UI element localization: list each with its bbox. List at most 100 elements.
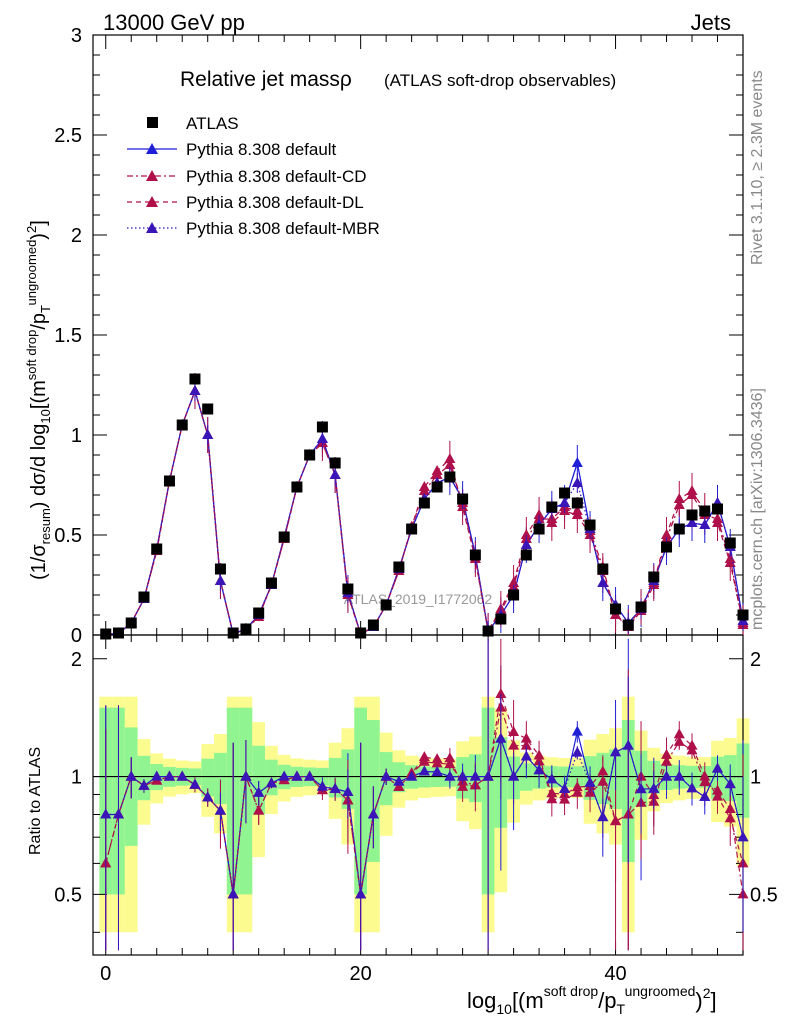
y-tick-label: 2 xyxy=(71,225,82,247)
legend-marker-mbr xyxy=(146,222,158,233)
ratio-point xyxy=(214,804,226,815)
ratio-point xyxy=(240,770,252,781)
data-point xyxy=(253,607,265,619)
data-point xyxy=(648,571,660,583)
data-point xyxy=(635,601,647,613)
ratio-point xyxy=(635,783,647,794)
ratio-point xyxy=(100,808,112,819)
ratio-point xyxy=(661,770,673,781)
data-point xyxy=(724,557,736,567)
ratio-point xyxy=(444,770,456,781)
data-point xyxy=(355,627,367,639)
data-point xyxy=(367,619,379,631)
ratio-point xyxy=(163,770,175,781)
ratio-point xyxy=(508,770,520,781)
legend-marker-cd xyxy=(146,170,158,181)
data-point xyxy=(546,501,558,513)
data-point xyxy=(533,509,545,519)
inner-band-bin xyxy=(201,758,215,797)
axis-ticks xyxy=(93,34,744,955)
data-point xyxy=(559,497,571,507)
data-point xyxy=(571,509,583,519)
data-point xyxy=(202,403,214,415)
ratio-point xyxy=(533,749,545,760)
ratio-point xyxy=(380,770,392,781)
data-point xyxy=(661,541,673,553)
y-tick-label: 1 xyxy=(71,425,82,447)
main-y-tick-labels: 0 0.5 1 1.5 2 2.5 3 xyxy=(54,25,82,647)
y-tick-label: 1.5 xyxy=(54,325,82,347)
ratio-point xyxy=(673,728,685,739)
data-point xyxy=(482,625,494,637)
data-point xyxy=(495,613,507,625)
data-point xyxy=(597,577,609,587)
ratio-y-axis-title: Ratio to ATLAS xyxy=(27,747,44,855)
data-point xyxy=(227,627,239,639)
data-point xyxy=(380,599,392,611)
data-point xyxy=(138,591,150,603)
rivet-version-label: Rivet 3.1.10, ≥ 2.3M events xyxy=(749,70,766,265)
legend-marker-default xyxy=(146,143,158,154)
data-point xyxy=(622,619,634,631)
ratio-point xyxy=(571,725,583,736)
ratio-point xyxy=(418,751,430,762)
legend-marker-atlas xyxy=(147,117,158,128)
data-point xyxy=(151,543,163,555)
ratio-point xyxy=(686,739,698,750)
ratio-point xyxy=(495,688,507,699)
ratio-point xyxy=(189,778,201,789)
inner-band-bin xyxy=(328,757,342,798)
data-point xyxy=(125,617,137,629)
ratio-point xyxy=(406,770,418,781)
data-point xyxy=(520,549,532,561)
data-point xyxy=(699,519,711,529)
data-point xyxy=(469,549,481,561)
data-point xyxy=(316,421,328,433)
ratio-point xyxy=(724,812,736,823)
legend-label-atlas: ATLAS xyxy=(186,114,239,133)
ratio-y-tick-label-right: 1 xyxy=(750,767,761,789)
ratio-point xyxy=(393,775,405,786)
ratio-point xyxy=(112,808,124,819)
data-point xyxy=(699,505,711,517)
x-tick-label: 0 xyxy=(100,963,111,985)
mcplots-label: mcplots.cern.ch [arXiv:1306.3436] xyxy=(749,388,766,630)
data-point xyxy=(571,497,583,509)
ratio-point xyxy=(571,786,583,797)
ratio-y-tick-label-right: 0.5 xyxy=(750,884,778,906)
inner-band-bin xyxy=(214,752,227,805)
ratio-point xyxy=(546,773,558,784)
ratio-point xyxy=(712,762,724,773)
plot-subtitle: (ATLAS soft-drop observables) xyxy=(384,71,616,90)
y-tick-label: 2.5 xyxy=(54,125,82,147)
ratio-y-tick-label-right: 2 xyxy=(750,649,761,671)
data-point xyxy=(240,623,252,635)
ratio-point xyxy=(673,770,685,781)
data-point xyxy=(418,481,430,491)
data-point xyxy=(724,537,736,549)
main-panel-data xyxy=(100,373,749,640)
data-point xyxy=(508,589,520,601)
ratio-point xyxy=(469,770,481,781)
data-point xyxy=(712,517,724,527)
legend-marker-dl xyxy=(146,196,158,207)
ratio-point xyxy=(648,782,660,793)
data-point xyxy=(112,627,124,639)
data-point xyxy=(329,457,341,469)
ratio-point xyxy=(431,753,443,764)
ratio-point xyxy=(125,770,137,781)
ratio-y-tick-label: 0.5 xyxy=(54,884,82,906)
data-point xyxy=(431,481,443,493)
data-point xyxy=(571,457,583,467)
data-point xyxy=(610,603,622,615)
data-point xyxy=(329,469,341,479)
data-point xyxy=(673,493,685,503)
data-point xyxy=(393,561,405,573)
data-point xyxy=(163,475,175,487)
inner-band-bin xyxy=(252,745,266,815)
x-tick-labels: 0 20 40 xyxy=(100,963,626,985)
ratio-point xyxy=(304,770,316,781)
x-tick-label: 40 xyxy=(604,963,626,985)
ratio-point xyxy=(546,793,558,804)
data-point xyxy=(418,497,430,509)
